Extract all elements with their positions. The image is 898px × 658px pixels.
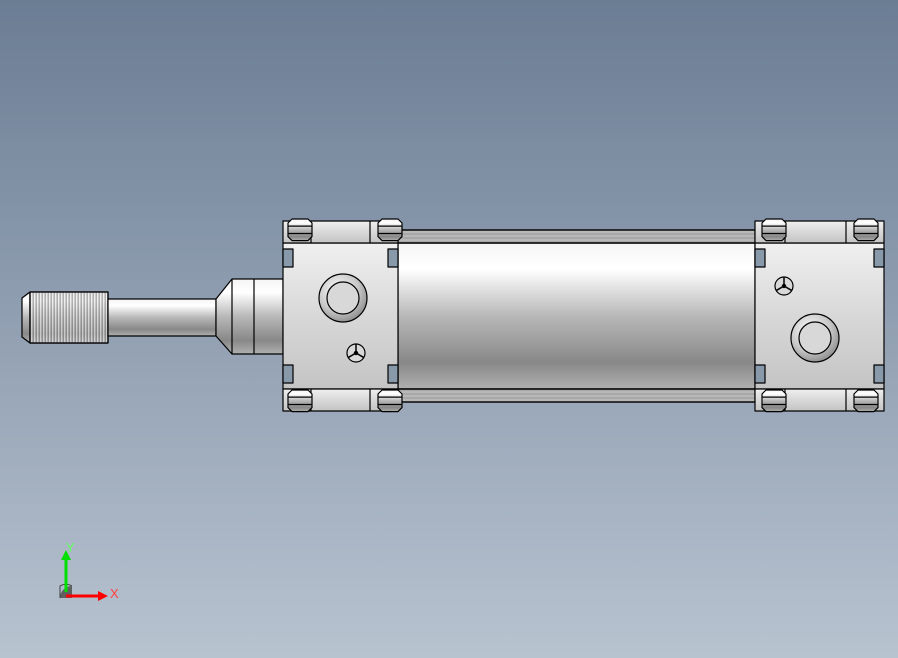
rod-gland [216, 279, 283, 354]
rear-port [791, 314, 839, 362]
tie-rod-nut [288, 219, 312, 241]
front-cushion-screw [347, 344, 365, 362]
tie-rod-nut [378, 219, 402, 241]
piston-rod [108, 299, 216, 336]
tie-rod-nut [762, 219, 786, 241]
tie-rod-nut [378, 390, 402, 412]
cylinder-barrel [398, 230, 755, 402]
cad-model[interactable] [0, 0, 898, 658]
cad-3d-viewport[interactable]: X Y [0, 0, 898, 658]
tie-rod-nut [854, 219, 878, 241]
pneumatic-cylinder [22, 219, 884, 412]
piston-rod-thread [22, 292, 108, 343]
y-axis-label: Y [66, 540, 75, 555]
tie-rod-nut [762, 390, 786, 412]
front-port [319, 274, 367, 322]
orientation-triad[interactable]: X Y [50, 548, 110, 608]
tie-rod-nut [288, 390, 312, 412]
rear-cushion-screw [775, 277, 793, 295]
tie-rod-nut [854, 390, 878, 412]
x-axis-label: X [110, 586, 119, 601]
